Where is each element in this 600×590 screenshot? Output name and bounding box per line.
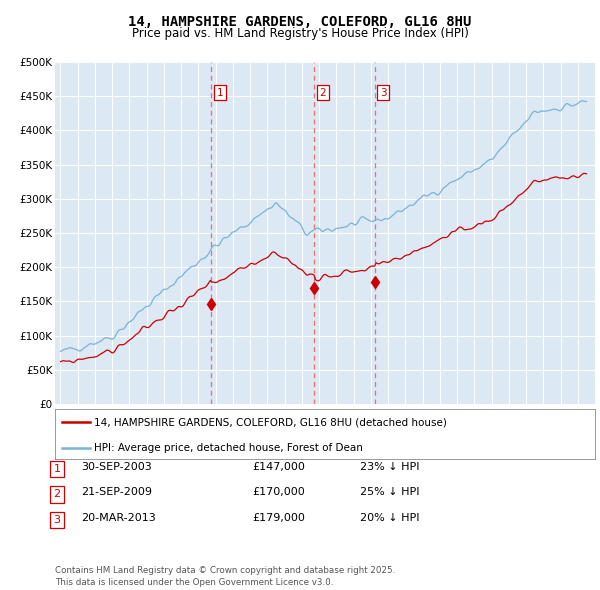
Text: 14, HAMPSHIRE GARDENS, COLEFORD, GL16 8HU: 14, HAMPSHIRE GARDENS, COLEFORD, GL16 8H… (128, 15, 472, 30)
Text: 25% ↓ HPI: 25% ↓ HPI (360, 487, 419, 497)
Text: £147,000: £147,000 (252, 462, 305, 472)
Text: 2: 2 (320, 88, 326, 98)
Text: 1: 1 (53, 464, 61, 474)
Text: Price paid vs. HM Land Registry's House Price Index (HPI): Price paid vs. HM Land Registry's House … (131, 27, 469, 40)
Text: £179,000: £179,000 (252, 513, 305, 523)
Text: Contains HM Land Registry data © Crown copyright and database right 2025.
This d: Contains HM Land Registry data © Crown c… (55, 566, 395, 587)
Text: 3: 3 (53, 515, 61, 525)
Text: 20% ↓ HPI: 20% ↓ HPI (360, 513, 419, 523)
Text: 21-SEP-2009: 21-SEP-2009 (81, 487, 152, 497)
Text: 3: 3 (380, 88, 386, 98)
Text: 2: 2 (53, 490, 61, 499)
Text: HPI: Average price, detached house, Forest of Dean: HPI: Average price, detached house, Fore… (94, 443, 363, 453)
Text: 1: 1 (217, 88, 223, 98)
Text: 20-MAR-2013: 20-MAR-2013 (81, 513, 156, 523)
Text: 30-SEP-2003: 30-SEP-2003 (81, 462, 152, 472)
Text: £170,000: £170,000 (252, 487, 305, 497)
Text: 14, HAMPSHIRE GARDENS, COLEFORD, GL16 8HU (detached house): 14, HAMPSHIRE GARDENS, COLEFORD, GL16 8H… (94, 417, 447, 427)
Text: 23% ↓ HPI: 23% ↓ HPI (360, 462, 419, 472)
